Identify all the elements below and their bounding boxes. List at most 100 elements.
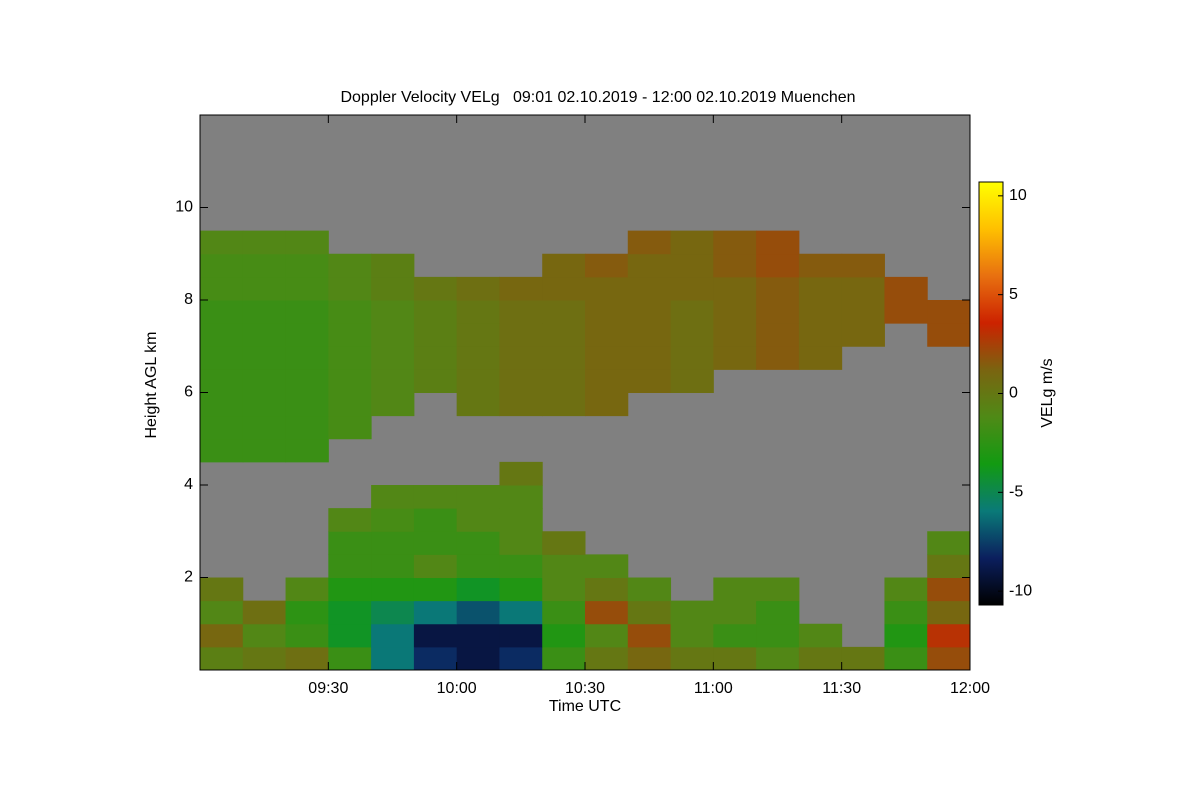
heatmap-cell	[542, 577, 586, 602]
heatmap-cell	[413, 646, 458, 671]
heatmap-cell	[670, 600, 714, 625]
heatmap-cell	[627, 253, 672, 278]
heatmap-cell	[285, 346, 329, 370]
heatmap-cell	[242, 346, 287, 370]
heatmap-cell	[456, 577, 500, 602]
heatmap-cell	[371, 577, 415, 602]
heatmap-cell	[328, 369, 372, 393]
colorbar-tick-label: 0	[1009, 385, 1018, 402]
heatmap-cell	[542, 253, 586, 278]
heatmap-cell	[285, 438, 329, 463]
heatmap-cell	[627, 276, 672, 301]
colorbar-tick-label: 5	[1009, 286, 1018, 303]
heatmap-cell	[242, 300, 287, 324]
heatmap-cell	[841, 253, 885, 278]
heatmap-cell	[456, 531, 500, 555]
heatmap-cell	[413, 276, 458, 301]
heatmap-cell	[328, 323, 372, 347]
heatmap-cell	[200, 230, 244, 255]
y-tick-label: 2	[184, 569, 193, 586]
heatmap-cell	[456, 392, 500, 417]
heatmap-cell	[413, 508, 458, 532]
heatmap-cell	[242, 276, 287, 301]
heatmap-cell	[585, 600, 629, 625]
heatmap-cell	[884, 300, 928, 324]
heatmap-cell	[200, 577, 244, 602]
heatmap-cell	[798, 346, 843, 370]
heatmap-cell	[713, 253, 757, 278]
heatmap-cell	[456, 623, 500, 648]
heatmap-cell	[371, 646, 415, 671]
heatmap-cell	[542, 646, 586, 671]
chart-title: Doppler Velocity VELg 09:01 02.10.2019 -…	[340, 89, 855, 106]
heatmap-cell	[413, 577, 458, 602]
heatmap-cell	[670, 323, 714, 347]
heatmap-cell	[242, 369, 287, 393]
heatmap-cell	[713, 623, 757, 648]
heatmap-cell	[371, 346, 415, 370]
heatmap-cell	[627, 300, 672, 324]
heatmap-cell	[328, 554, 372, 578]
x-tick-label: 10:30	[565, 680, 605, 697]
heatmap-cell	[713, 600, 757, 625]
x-tick-label: 09:30	[308, 680, 348, 697]
heatmap-cell	[413, 369, 458, 393]
heatmap-cell	[200, 623, 244, 648]
heatmap-cell	[328, 646, 372, 671]
heatmap-cell	[542, 623, 586, 648]
heatmap-cell	[328, 623, 372, 648]
heatmap-cell	[756, 253, 800, 278]
heatmap-cell	[456, 600, 500, 625]
heatmap-cell	[371, 554, 415, 578]
heatmap-cell	[285, 415, 329, 440]
heatmap-cell	[670, 230, 714, 255]
heatmap-cell	[242, 392, 287, 417]
heatmap-cell	[756, 577, 800, 602]
colorbar-tick-label: -5	[1009, 484, 1023, 501]
heatmap-cell	[242, 253, 287, 278]
heatmap-cell	[328, 531, 372, 555]
heatmap-cell	[285, 276, 329, 301]
heatmap-cell	[627, 346, 672, 370]
heatmap-cell	[499, 300, 543, 324]
heatmap-cell	[884, 577, 928, 602]
y-axis-label: Height AGL km	[143, 331, 160, 438]
heatmap-cell	[627, 369, 672, 393]
heatmap-cell	[499, 485, 543, 509]
colorbar-tick-label: 10	[1009, 187, 1027, 204]
heatmap-cell	[456, 646, 500, 671]
heatmap-cell	[627, 623, 672, 648]
heatmap-cell	[285, 253, 329, 278]
heatmap-cell	[499, 554, 543, 578]
heatmap-cell	[585, 577, 629, 602]
heatmap-cell	[670, 646, 714, 671]
heatmap-cell	[542, 554, 586, 578]
heatmap-cell	[328, 253, 372, 278]
x-tick-label: 12:00	[950, 680, 990, 697]
heatmap-cell	[841, 300, 885, 324]
heatmap-cell	[328, 276, 372, 301]
heatmap-cell	[927, 600, 971, 625]
heatmap-cell	[499, 346, 543, 370]
heatmap-cell	[927, 531, 971, 555]
heatmap-cell	[413, 323, 458, 347]
heatmap-cell	[200, 369, 244, 393]
heatmap-cell	[456, 276, 500, 301]
heatmap-cell	[542, 392, 586, 417]
heatmap-cell	[328, 415, 372, 440]
heatmap-cell	[285, 323, 329, 347]
heatmap-cell	[499, 623, 543, 648]
heatmap-cell	[328, 300, 372, 324]
heatmap-cell	[927, 323, 971, 347]
heatmap-cell	[585, 623, 629, 648]
heatmap-cell	[585, 323, 629, 347]
heatmap-cell	[585, 253, 629, 278]
heatmap-cell	[884, 623, 928, 648]
heatmap-cell	[585, 646, 629, 671]
heatmap-cell	[413, 600, 458, 625]
heatmap-cell	[756, 600, 800, 625]
heatmap-cell	[670, 276, 714, 301]
heatmap-cell	[242, 323, 287, 347]
heatmap-cell	[499, 323, 543, 347]
heatmap-cell	[371, 300, 415, 324]
